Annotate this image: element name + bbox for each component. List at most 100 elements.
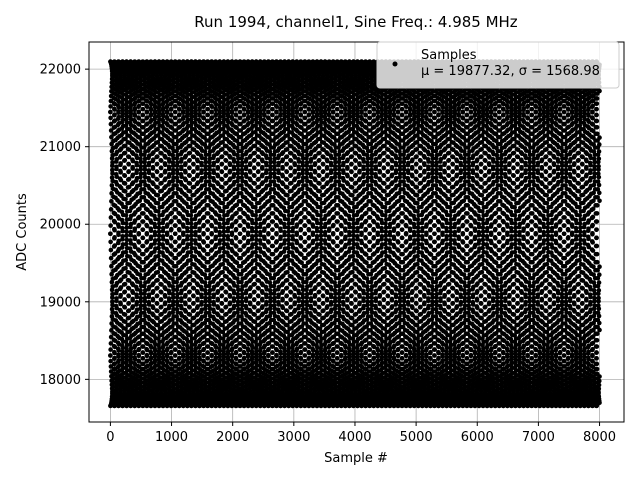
sample-point <box>135 89 141 94</box>
sample-point <box>264 84 270 90</box>
sample-point <box>167 82 173 88</box>
sample-point <box>119 377 124 382</box>
sample-point <box>313 377 319 382</box>
sample-point <box>330 99 336 104</box>
sample-point <box>281 379 286 384</box>
sample-point <box>249 357 255 362</box>
sample-point <box>184 372 189 378</box>
sample-point <box>119 372 124 378</box>
sample-point <box>110 171 115 176</box>
sample-point <box>168 101 174 107</box>
sample-point <box>248 381 254 386</box>
sample-point <box>168 107 174 112</box>
sample-point <box>138 74 144 80</box>
sample-point <box>200 89 205 94</box>
sample-point <box>265 89 270 94</box>
sample-point <box>233 107 239 112</box>
sample-point <box>330 94 335 99</box>
sample-point <box>200 99 206 104</box>
sample-point <box>167 86 173 92</box>
sample-point <box>232 86 238 92</box>
sample-point <box>281 359 287 365</box>
sample-point <box>122 387 128 392</box>
sample-point <box>108 247 114 253</box>
sample-point <box>313 372 319 378</box>
sample-point <box>185 351 190 356</box>
sample-point <box>184 357 190 362</box>
sample-point <box>189 233 194 239</box>
sample-point <box>265 99 271 104</box>
sample-point <box>266 110 271 115</box>
sample-point <box>286 229 291 235</box>
sample-point <box>110 163 115 169</box>
sample-point <box>136 110 142 115</box>
sample-point <box>297 82 302 88</box>
sample-point <box>120 351 125 356</box>
sample-point <box>346 359 352 365</box>
sample-point <box>201 104 206 110</box>
sample-point <box>345 383 351 388</box>
sample-point <box>233 101 238 107</box>
sample-point <box>151 383 156 388</box>
sample-point <box>152 359 157 365</box>
sample-point <box>233 96 238 102</box>
data-points <box>108 59 602 409</box>
sample-point <box>200 94 206 99</box>
sample-point <box>314 367 319 373</box>
sample-point <box>136 104 141 110</box>
sample-point <box>216 374 222 380</box>
sample-point <box>135 84 140 90</box>
sample-point <box>281 365 287 370</box>
sample-point <box>346 374 351 380</box>
sample-point <box>298 107 303 112</box>
sample-point <box>329 89 335 94</box>
sample-point <box>184 362 190 368</box>
sample-point <box>216 379 221 384</box>
sample-point <box>138 78 144 84</box>
sample-point <box>347 354 352 359</box>
sample-point <box>314 351 320 356</box>
sample-point <box>249 362 255 368</box>
sample-point <box>151 370 157 375</box>
sample-point <box>119 362 125 368</box>
sample-point <box>329 80 335 86</box>
sample-point <box>329 84 335 90</box>
sample-point <box>216 365 222 370</box>
sample-point <box>135 80 140 86</box>
sample-point <box>201 110 206 115</box>
sample-point <box>314 357 320 362</box>
sample-point <box>296 78 302 84</box>
sample-point <box>216 370 222 375</box>
sample-point <box>135 94 141 99</box>
sample-point <box>248 377 254 382</box>
sample-point <box>122 390 127 396</box>
sample-point <box>152 354 158 359</box>
sample-point <box>108 239 113 245</box>
sample-point <box>184 367 190 373</box>
sample-point <box>151 374 157 380</box>
sample-point <box>183 377 189 382</box>
sample-point <box>183 381 189 386</box>
sample-point <box>108 115 113 121</box>
sample-point <box>221 229 227 235</box>
sample-point <box>345 379 351 384</box>
sample-point <box>297 91 303 97</box>
sample-point <box>108 121 114 127</box>
sample-point <box>318 233 324 239</box>
sample-point <box>282 354 287 359</box>
sample-point <box>200 84 205 90</box>
sample-point <box>298 101 303 107</box>
sample-point <box>281 374 286 380</box>
sample-point <box>156 229 162 235</box>
sample-point <box>330 110 336 115</box>
sample-point <box>313 381 318 386</box>
sample-point <box>135 99 141 104</box>
sample-point <box>154 388 160 394</box>
chart-title: Run 1994, channel1, Sine Freq.: 4.985 MH… <box>194 13 518 31</box>
sample-point <box>124 233 129 239</box>
sample-point <box>232 82 237 88</box>
sample-point <box>281 370 287 375</box>
sample-point <box>199 80 205 86</box>
sample-point <box>168 91 173 97</box>
sample-point <box>118 381 124 386</box>
